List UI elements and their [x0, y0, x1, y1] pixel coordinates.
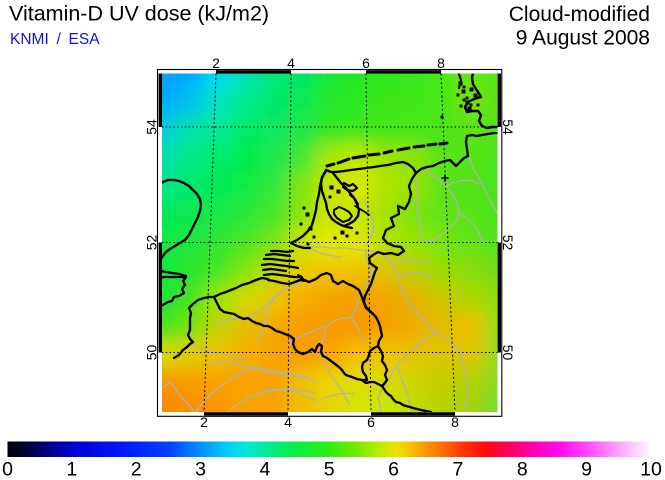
svg-text:KNMI / ESA: KNMI / ESA	[10, 31, 100, 48]
svg-text:8: 8	[437, 55, 445, 71]
svg-text:9 August 2008: 9 August 2008	[516, 27, 650, 50]
svg-text:Cloud-modified: Cloud-modified	[509, 3, 650, 26]
svg-text:54: 54	[144, 119, 160, 135]
svg-text:1: 1	[66, 459, 77, 480]
svg-text:52: 52	[500, 235, 516, 251]
svg-text:8: 8	[517, 459, 528, 480]
svg-text:6: 6	[362, 55, 370, 71]
svg-text:10: 10	[640, 459, 662, 480]
svg-text:9: 9	[581, 459, 592, 480]
svg-text:4: 4	[287, 55, 295, 71]
svg-text:50: 50	[500, 345, 516, 361]
svg-text:0: 0	[2, 459, 13, 480]
svg-text:2: 2	[212, 55, 220, 71]
svg-text:54: 54	[500, 119, 516, 135]
svg-text:4: 4	[259, 459, 270, 480]
svg-text:52: 52	[144, 235, 160, 251]
svg-text:8: 8	[451, 414, 459, 430]
svg-text:50: 50	[144, 345, 160, 361]
svg-text:6: 6	[367, 414, 375, 430]
svg-text:6: 6	[388, 459, 399, 480]
svg-text:2: 2	[200, 414, 208, 430]
svg-text:7: 7	[452, 459, 463, 480]
svg-text:4: 4	[284, 414, 292, 430]
svg-text:2: 2	[131, 459, 142, 480]
svg-text:3: 3	[195, 459, 206, 480]
svg-text:Vitamin-D UV dose (kJ/m2): Vitamin-D UV dose (kJ/m2)	[9, 1, 269, 25]
svg-text:5: 5	[324, 459, 335, 480]
